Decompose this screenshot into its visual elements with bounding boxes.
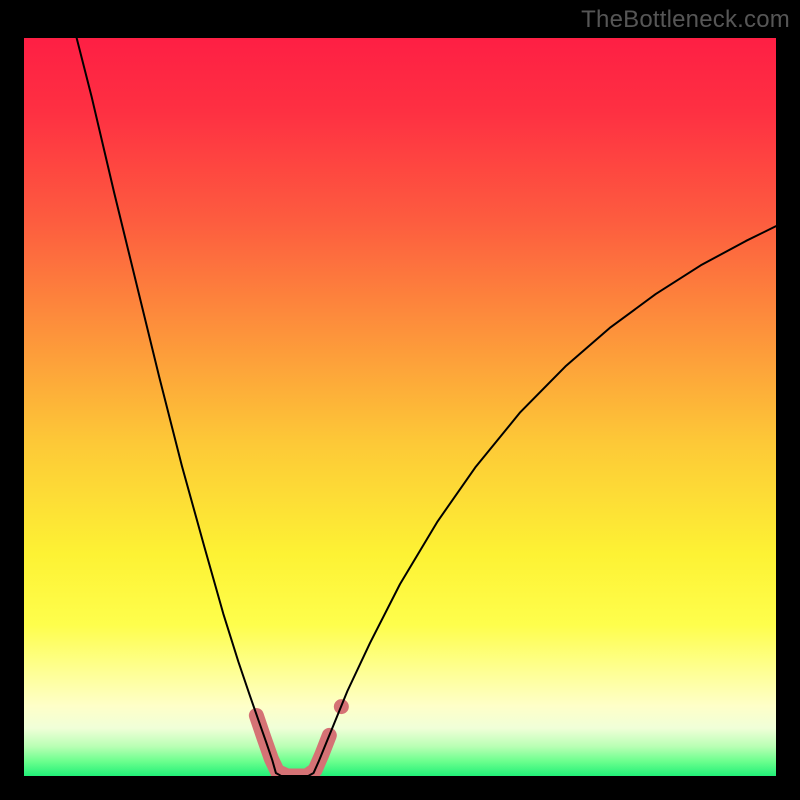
gradient-background [24,38,776,776]
plot-svg [24,38,776,776]
plot-area [24,38,776,776]
watermark-text: TheBottleneck.com [581,6,790,34]
